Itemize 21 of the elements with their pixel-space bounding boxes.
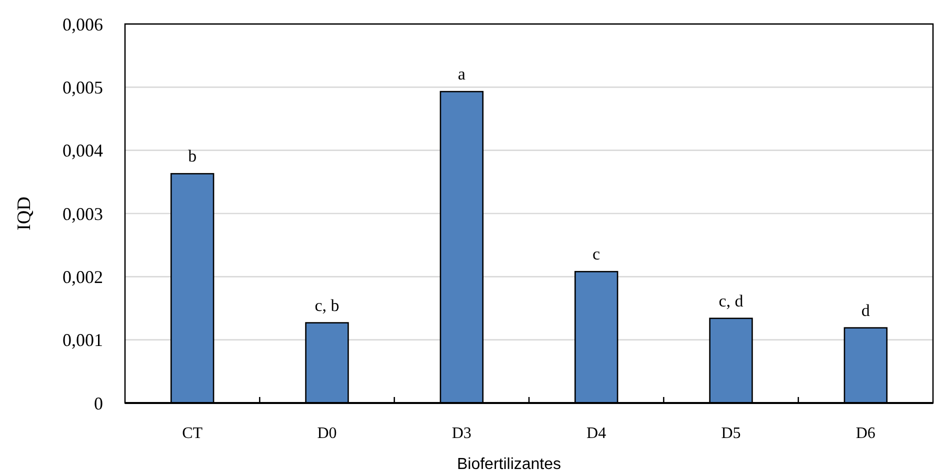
y-axis-title: IQD (14, 196, 35, 230)
y-tick-label: 0,003 (62, 204, 103, 224)
x-tick-label: D3 (452, 425, 472, 442)
x-tick-label: D5 (721, 425, 741, 442)
y-tick-label: 0,004 (62, 140, 103, 161)
y-tick-label: 0,002 (62, 266, 103, 287)
annotation: d (861, 300, 870, 320)
annotation: c, d (718, 291, 744, 310)
x-tick-label: CT (182, 425, 203, 442)
x-tick-label: D0 (317, 425, 337, 442)
annotation: a (458, 64, 466, 84)
annotation: c, b (314, 296, 340, 315)
x-axis-title: Biofertilizantes (456, 456, 562, 473)
annotation: b (188, 146, 197, 166)
y-tick-label: 0,005 (62, 77, 103, 98)
y-tick-label: 0 (94, 393, 103, 414)
x-tick-label: D6 (856, 425, 876, 442)
y-tick-label: 0,006 (62, 14, 103, 34)
y-tick-label: 0,001 (62, 330, 103, 350)
annotation: c (592, 244, 601, 264)
x-tick-label: D4 (586, 425, 606, 442)
